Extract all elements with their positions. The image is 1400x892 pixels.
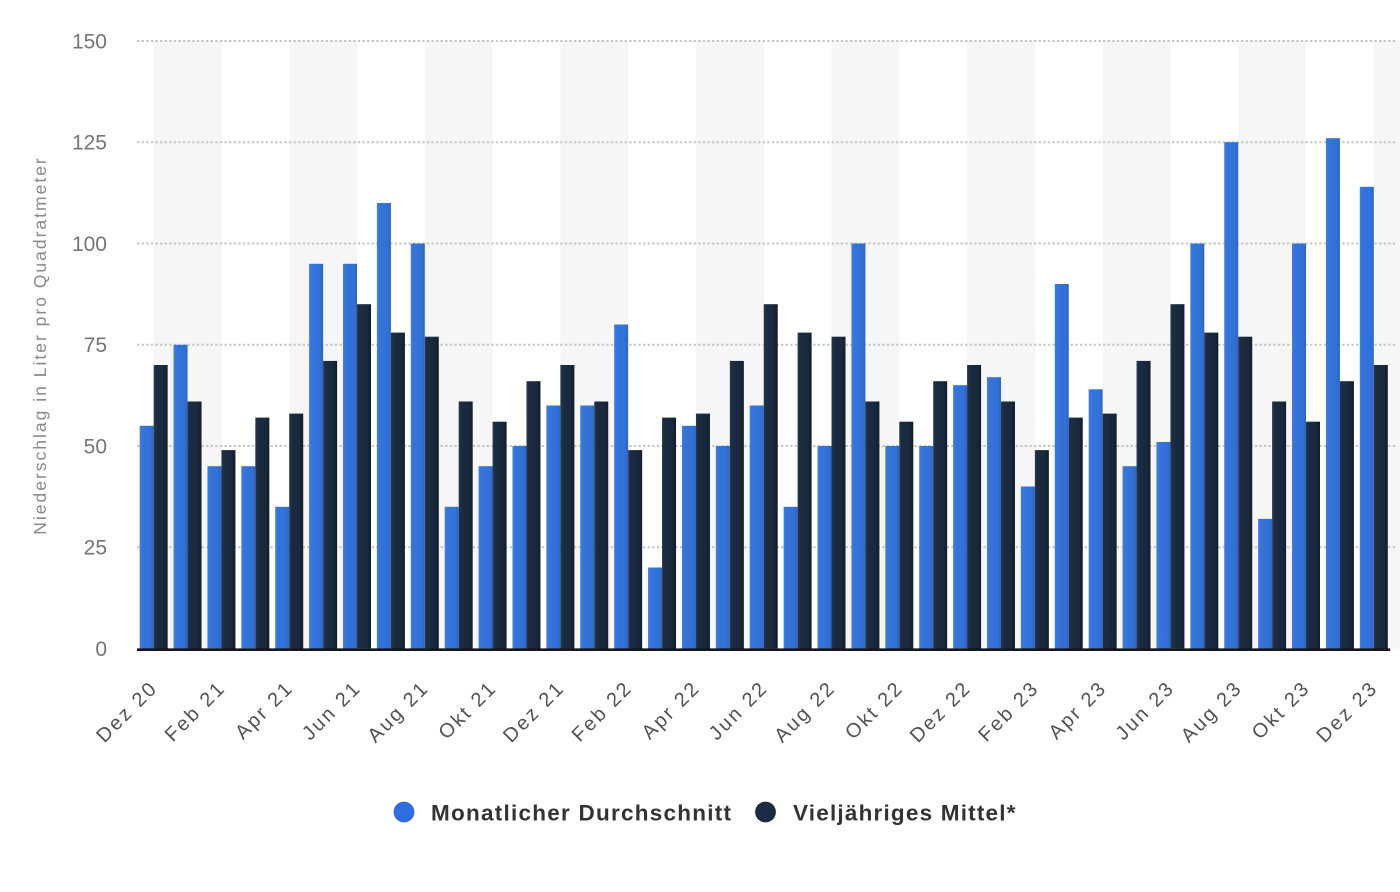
svg-text:Monatlicher Durchschnitt: Monatlicher Durchschnitt <box>431 801 732 826</box>
svg-text:Vieljähriges Mittel*: Vieljähriges Mittel* <box>793 801 1017 826</box>
svg-text:125: 125 <box>72 132 107 155</box>
svg-text:75: 75 <box>84 334 107 357</box>
svg-text:25: 25 <box>84 537 107 560</box>
svg-text:50: 50 <box>84 435 107 458</box>
svg-text:0: 0 <box>95 638 107 661</box>
svg-text:100: 100 <box>72 233 107 256</box>
svg-text:150: 150 <box>72 30 107 53</box>
svg-text:Niederschlag in Liter pro Quad: Niederschlag in Liter pro Quadratmeter <box>30 156 50 535</box>
